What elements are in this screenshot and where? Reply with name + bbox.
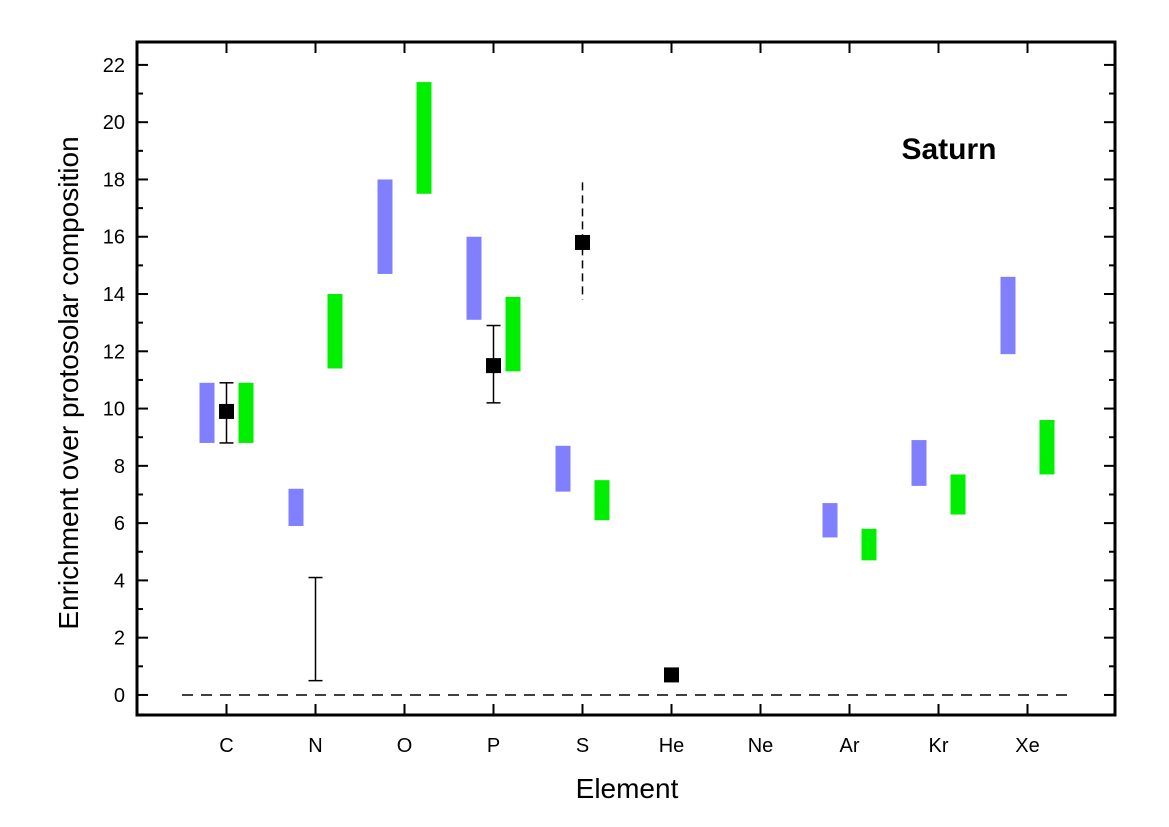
plot-frame bbox=[135, 40, 1117, 717]
observed-point-c bbox=[219, 403, 234, 419]
blue-range-bar-kr bbox=[911, 440, 927, 486]
x-tick-label-ar: Ar bbox=[840, 735, 860, 757]
x-tick-label-kr: Kr bbox=[929, 735, 949, 757]
blue-range-bar-o bbox=[377, 179, 393, 274]
blue-range-bar-s bbox=[555, 445, 571, 492]
y-tick-label: 0 bbox=[114, 685, 125, 707]
axes-ticks: 0 2 4 6 8 10 12 14 16 18 20 22 C N O P S He Ne Ar Kr Xe bbox=[103, 42, 1115, 757]
x-tick-label-s: S bbox=[576, 735, 589, 757]
y-tick-label: 2 bbox=[114, 628, 125, 650]
observed-point-s bbox=[575, 234, 590, 250]
plot-marks bbox=[182, 82, 1075, 696]
x-tick-label-xe: Xe bbox=[1015, 735, 1039, 757]
x-axis-label: Element bbox=[576, 773, 679, 804]
x-tick-label-n: N bbox=[308, 735, 322, 757]
observed-point-p bbox=[486, 358, 501, 374]
observed-point-he bbox=[664, 667, 679, 683]
planet-annotation: Saturn bbox=[901, 133, 996, 166]
y-tick-label: 16 bbox=[103, 227, 125, 249]
y-tick-label: 8 bbox=[114, 456, 125, 478]
green-range-bar-kr bbox=[950, 474, 966, 515]
green-range-bar-s bbox=[594, 480, 610, 521]
blue-range-bar-c bbox=[199, 382, 215, 443]
blue-range-bar-n bbox=[288, 488, 304, 526]
y-tick-label: 14 bbox=[103, 284, 125, 306]
y-tick-label: 20 bbox=[103, 112, 125, 134]
green-range-bar-ar bbox=[861, 528, 877, 561]
x-tick-label-o: O bbox=[397, 735, 413, 757]
y-tick-label: 4 bbox=[114, 570, 125, 592]
y-tick-label: 10 bbox=[103, 399, 125, 421]
y-axis-label: Enrichment over protosolar composition bbox=[53, 136, 84, 629]
blue-range-bar-ar bbox=[822, 503, 838, 538]
x-tick-label-ne: Ne bbox=[748, 735, 774, 757]
green-range-bar-c bbox=[238, 382, 254, 443]
y-tick-label: 12 bbox=[103, 341, 125, 363]
green-range-bar-p bbox=[505, 296, 521, 372]
x-tick-label-he: He bbox=[659, 735, 685, 757]
y-tick-label: 18 bbox=[103, 169, 125, 191]
blue-range-bar-xe bbox=[1000, 276, 1016, 355]
y-tick-label: 22 bbox=[103, 55, 125, 77]
blue-range-bar-p bbox=[466, 236, 482, 320]
green-range-bar-o bbox=[416, 82, 432, 194]
green-range-bar-xe bbox=[1039, 420, 1055, 475]
x-tick-label-p: P bbox=[487, 735, 500, 757]
green-range-bar-n bbox=[327, 294, 343, 369]
y-tick-label: 6 bbox=[114, 513, 125, 535]
x-tick-label-c: C bbox=[219, 735, 233, 757]
